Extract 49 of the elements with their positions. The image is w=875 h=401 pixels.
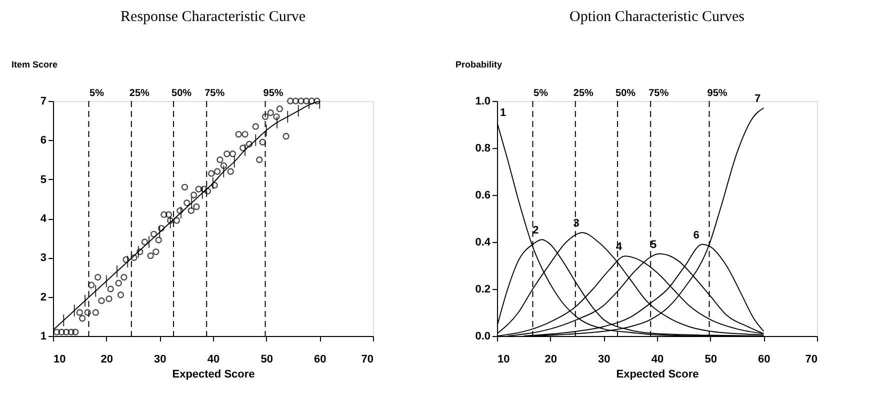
x-tick-label: 20: [100, 354, 113, 366]
x-tick-label: 60: [314, 354, 326, 366]
y-tick-label: 1.0: [475, 96, 490, 108]
x-tick-label: 10: [54, 354, 66, 366]
y-tick-label: 5: [40, 174, 46, 186]
y-tick-label: 2: [40, 291, 46, 304]
y-tick-label: 1: [40, 330, 46, 342]
annotation: 95%: [263, 88, 284, 99]
x-tick-label: 10: [498, 354, 510, 366]
x-tick-label: 30: [598, 354, 610, 366]
x-axis-title: Expected Score: [616, 368, 699, 380]
y-tick-label: 4: [40, 213, 48, 225]
y-axis-title: Item Score: [12, 60, 58, 70]
x-tick-label: 40: [651, 354, 664, 366]
y-tick-label: 6: [40, 134, 46, 147]
annotation: 75%: [204, 88, 225, 99]
annotation: 50%: [616, 88, 636, 99]
annotation: 25%: [573, 88, 594, 99]
annotation: 5%: [90, 88, 104, 99]
annotation: 50%: [172, 88, 192, 99]
chart-title: Option Characteristic Curves: [570, 9, 745, 25]
y-tick-label: 0.6: [475, 190, 490, 202]
series-label: 7: [754, 93, 761, 106]
x-tick-label: 70: [361, 354, 374, 366]
y-tick-label: 3: [40, 252, 46, 264]
annotation: 25%: [129, 88, 150, 99]
y-tick-label: 0.0: [475, 330, 490, 342]
x-tick-label: 50: [260, 354, 273, 366]
series-label: 2: [532, 224, 539, 237]
chart-title: Response Characteristic Curve: [120, 9, 306, 25]
y-tick-label: 0.8: [475, 142, 490, 154]
series-label: 1: [500, 107, 506, 120]
y-tick-label: 7: [40, 96, 46, 108]
x-axis-title: Expected Score: [172, 368, 255, 380]
series-label: 6: [693, 229, 700, 242]
annotation: 5%: [534, 88, 548, 99]
y-axis-title: Probability: [456, 60, 502, 70]
series-label: 4: [616, 241, 623, 254]
x-tick-label: 40: [207, 354, 220, 366]
y-tick-label: 0.4: [475, 236, 492, 248]
x-tick-label: 20: [544, 354, 557, 366]
x-tick-label: 50: [704, 354, 717, 366]
annotation: 95%: [707, 88, 728, 99]
x-tick-label: 30: [154, 354, 166, 366]
x-tick-label: 60: [758, 354, 770, 366]
y-tick-label: 0.2: [475, 284, 490, 296]
annotation: 75%: [648, 88, 669, 99]
x-tick-label: 70: [805, 354, 818, 366]
series-label: 5: [650, 238, 657, 251]
